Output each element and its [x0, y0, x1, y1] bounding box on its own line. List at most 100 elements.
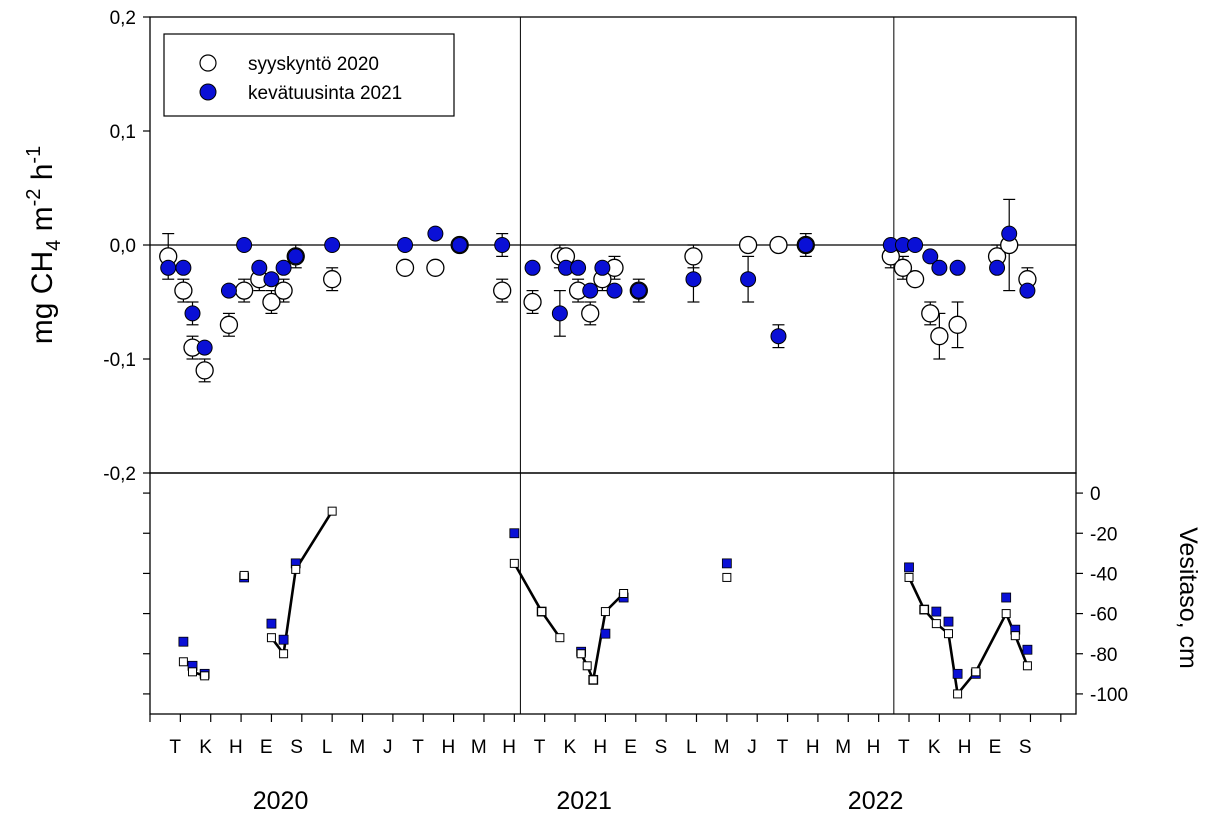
open-circle-point-28: [893, 258, 913, 277]
filled-circle-point-20: [594, 259, 611, 276]
open-square-point-10: [555, 633, 565, 643]
filled-circle-point-0: [160, 259, 177, 276]
filled-circle-point-12: [427, 225, 444, 242]
filled-circle-point-23: [685, 271, 702, 288]
year-label-0: 2020: [253, 787, 309, 815]
filled-circle-point-1: [175, 259, 192, 276]
filled-circle-point-25: [770, 328, 787, 345]
open-circle-point-10: [323, 270, 342, 289]
month-label-19: J: [747, 737, 757, 758]
legend-filled-circle-marker: [199, 83, 217, 101]
open-square-point-3: [239, 570, 249, 580]
filled-circle-point-11: [397, 237, 414, 253]
month-label-16: S: [655, 737, 668, 758]
month-label-9: H: [442, 737, 456, 758]
month-label-0: T: [169, 737, 181, 758]
filled-circle-point-3: [196, 339, 213, 356]
month-label-20: T: [777, 737, 789, 758]
filled-circle-point-13: [451, 237, 468, 253]
open-circle-point-12: [426, 258, 445, 277]
open-square-point-25: [1022, 661, 1032, 671]
open-square-point-0: [178, 657, 188, 667]
y-axis-title-water-level: Vesitaso, cm: [1174, 527, 1202, 669]
filled-square-point-0: [178, 636, 189, 647]
y-title-sub: 4: [43, 240, 65, 251]
filled-circle-point-18: [570, 259, 587, 276]
filled-circle-point-33: [989, 259, 1006, 276]
legend-label-syyskynto: syyskyntö 2020: [248, 54, 379, 75]
open-square-point-20: [943, 629, 953, 639]
open-square-point-23: [1001, 609, 1011, 619]
filled-square-point-14: [904, 562, 914, 573]
filled-square-point-7: [509, 528, 520, 539]
y-title-main: mg CH: [26, 251, 59, 344]
filled-circle-point-2: [184, 305, 201, 322]
bottom-ytick-label-0: 0: [1090, 484, 1101, 505]
filled-circle-point-26: [797, 237, 814, 253]
filled-circle-point-10: [324, 237, 341, 253]
bottom-ytick-label-3: -60: [1090, 605, 1117, 626]
filled-circle-point-5: [236, 237, 253, 253]
open-square-point-1: [188, 667, 198, 677]
month-label-12: T: [534, 737, 546, 758]
filled-circle-point-21: [606, 282, 623, 299]
top-ytick-label-1: 0,1: [110, 122, 136, 143]
month-label-10: M: [471, 737, 487, 758]
month-label-2: H: [229, 737, 243, 758]
open-circle-point-15: [523, 292, 542, 312]
month-label-27: E: [989, 737, 1002, 758]
y-title-rest: m: [26, 206, 59, 239]
month-label-4: S: [290, 737, 303, 758]
filled-circle-point-4: [220, 282, 237, 299]
open-square-point-16: [722, 572, 732, 582]
filled-square-point-13: [721, 558, 732, 569]
open-circle-point-7: [262, 292, 281, 312]
filled-circle-point-6: [251, 259, 268, 276]
open-square-point-9: [537, 607, 547, 617]
open-circle-point-23: [684, 247, 703, 266]
month-label-13: K: [564, 737, 577, 758]
legend: syyskyntö 2020 kevätuusinta 2021: [163, 33, 455, 117]
open-circle-point-3: [195, 361, 214, 380]
filled-circle-point-9: [287, 248, 304, 265]
legend-label-kevatuusinta: kevätuusinta 2021: [248, 83, 402, 104]
month-label-21: H: [806, 737, 820, 758]
open-square-point-5: [279, 649, 289, 659]
open-square-point-12: [582, 661, 592, 671]
filled-circle-point-14: [494, 237, 511, 253]
open-circle-point-32: [948, 315, 967, 334]
filled-circle-point-16: [551, 305, 568, 322]
filled-square-point-5: [278, 634, 289, 645]
y-title-sup1: -2: [23, 189, 45, 207]
open-square-point-8: [509, 558, 519, 568]
open-square-point-22: [971, 667, 981, 677]
filled-circle-point-31: [931, 259, 948, 276]
filled-square-point-17: [943, 616, 954, 627]
month-label-14: H: [593, 737, 607, 758]
filled-circle-point-35: [1019, 282, 1036, 299]
open-circle-point-19: [581, 304, 600, 323]
open-circle-point-14: [493, 281, 512, 300]
open-square-point-4: [266, 633, 276, 643]
legend-open-circle-marker: [199, 54, 217, 72]
month-label-28: S: [1019, 737, 1032, 758]
open-square-point-13: [588, 675, 598, 685]
open-square-point-21: [953, 689, 963, 699]
filled-circle-point-15: [524, 259, 541, 276]
top-ytick-label-2: 0,0: [110, 236, 136, 257]
month-label-8: T: [412, 737, 424, 758]
filled-square-point-18: [952, 668, 963, 679]
month-label-5: L: [322, 737, 333, 758]
open-square-point-11: [576, 649, 586, 659]
month-label-25: K: [928, 737, 941, 758]
open-circle-point-29: [905, 270, 925, 289]
year-label-1: 2021: [556, 787, 612, 815]
month-label-26: H: [958, 737, 972, 758]
month-label-6: M: [349, 737, 365, 758]
open-square-point-6: [291, 564, 301, 574]
month-label-17: L: [686, 737, 697, 758]
bottom-ytick-label-2: -40: [1090, 564, 1117, 585]
filled-circle-point-24: [740, 271, 757, 288]
top-ytick-label-0: 0,2: [110, 8, 136, 29]
